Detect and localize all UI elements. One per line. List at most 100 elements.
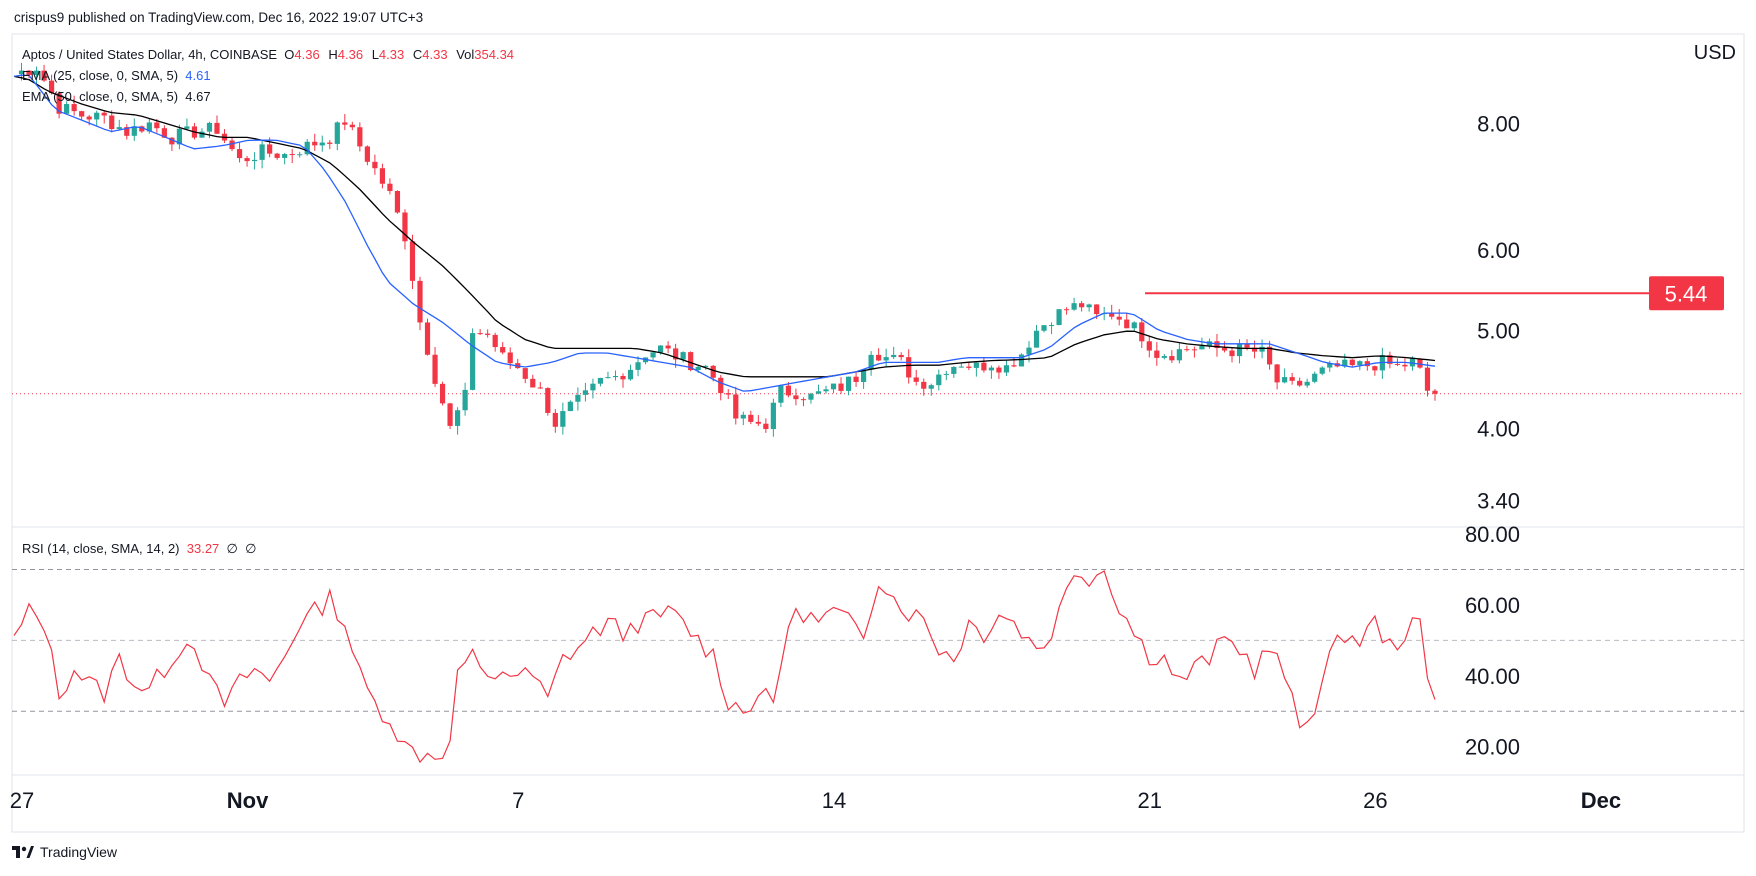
candle-body [64,104,70,114]
ema25-label: EMA (25, close, 0, SMA, 5) [22,68,179,83]
candle-body [1244,344,1250,348]
candle-body [1184,349,1190,351]
candle-body [545,388,551,413]
candle-body [688,352,694,371]
ema25-row[interactable]: EMA (25, close, 0, SMA, 5) 4.61 [22,65,519,86]
time-tick-label: 27 [10,788,34,813]
candle-body [94,112,100,120]
rsi-tick-label: 40.00 [1465,664,1520,689]
candle-body [372,161,378,169]
candle-body [1229,350,1235,357]
candle-body [657,345,664,353]
candle-body [673,348,679,360]
candle-body [116,127,122,130]
tradingview-logo-icon [12,846,34,858]
candle-body [1071,303,1077,310]
candle-body [1161,356,1167,358]
candle-body [1417,358,1423,368]
candle-body [823,389,829,392]
candle-body [199,131,205,138]
candle-body [1094,304,1100,315]
ema50-row[interactable]: EMA (50, close, 0, SMA, 5) 4.67 [22,86,519,107]
candle-body [740,414,746,419]
candle-body [1319,367,1325,374]
time-tick-label: Nov [227,788,269,813]
candle-body [800,399,807,401]
candle-body [1282,377,1288,383]
footer-brand[interactable]: TradingView [12,844,117,860]
candle-body [1357,361,1363,366]
candle-body [161,128,167,138]
volume-label: Vol [456,47,475,62]
candle-body [507,352,513,364]
candle-body [274,153,280,158]
candle-body [1146,341,1152,351]
price-pane[interactable] [12,62,1744,437]
currency-label[interactable]: USD [1693,42,1736,64]
candle-body [282,154,288,158]
candle-body [936,374,942,386]
candle-body [1124,319,1130,329]
candle-body [1063,309,1070,311]
candle-body [1199,345,1205,350]
ohlc-low-label: L [371,47,379,62]
candle-body [635,362,641,370]
candle-body [176,128,183,145]
price-legend[interactable]: Aptos / United States Dollar, 4h, COINBA… [22,44,519,107]
candle-body [1131,322,1137,329]
candle-body [1297,380,1303,386]
rsi-axis[interactable]: 80.00 60.00 40.00 20.00 [1465,522,1520,760]
candle-body [612,375,619,378]
candle-body [79,111,85,117]
candle-body [913,377,919,382]
ema50-label: EMA (50, close, 0, SMA, 5) [22,89,179,104]
candle-body [1304,381,1310,386]
candle-body [560,411,566,427]
candle-body [184,126,190,129]
candle-body [590,383,596,391]
candle-body [522,368,528,379]
candle-body [1289,377,1295,381]
candle-body [244,158,250,162]
symbol-title: Aptos / United States Dollar, 4h, COINBA… [22,47,278,62]
candle-body [1033,330,1040,348]
candle-body [1221,347,1228,351]
candle-body [996,367,1002,373]
candle-body [131,126,137,136]
candle-body [567,401,573,412]
price-axis[interactable]: 5.44 8.00 6.00 5.00 4.00 3.40 [1477,111,1724,513]
footer-brand-label: TradingView [40,844,118,860]
time-axis[interactable]: 27Nov7142126Dec61217 [10,788,1756,813]
price-tick-label: 8.00 [1477,111,1520,136]
candle-body [1327,363,1333,368]
candle-body [1266,346,1273,365]
candle-body [898,354,904,358]
candle-body [748,414,754,422]
candle-body [470,333,476,390]
candle-body [1041,325,1047,331]
rsi-legend[interactable]: RSI (14, close, SMA, 14, 2) 33.27 ∅ ∅ [22,541,256,557]
time-tick-label: 21 [1138,788,1162,813]
candle-body [342,122,348,125]
symbol-row[interactable]: Aptos / United States Dollar, 4h, COINBA… [22,44,519,65]
candle-body [236,149,243,159]
candle-body [41,70,47,81]
candle-body [733,394,739,419]
candle-body [432,354,438,384]
candle-body [1424,367,1431,391]
rsi-pane[interactable] [12,569,1744,764]
candle-body [755,421,761,424]
resistance-label: 5.44 [1665,281,1708,306]
time-tick-label: Dec [1581,788,1621,813]
candle-body [206,122,213,132]
candle-body [1342,359,1348,367]
candle-body [981,362,987,371]
candle-body [124,127,130,136]
candle-body [1139,322,1145,342]
candle-body [830,383,837,390]
ema50-value: 4.67 [185,89,211,104]
candle-body [695,366,701,371]
candle-body [267,144,273,154]
candle-body [289,154,295,156]
